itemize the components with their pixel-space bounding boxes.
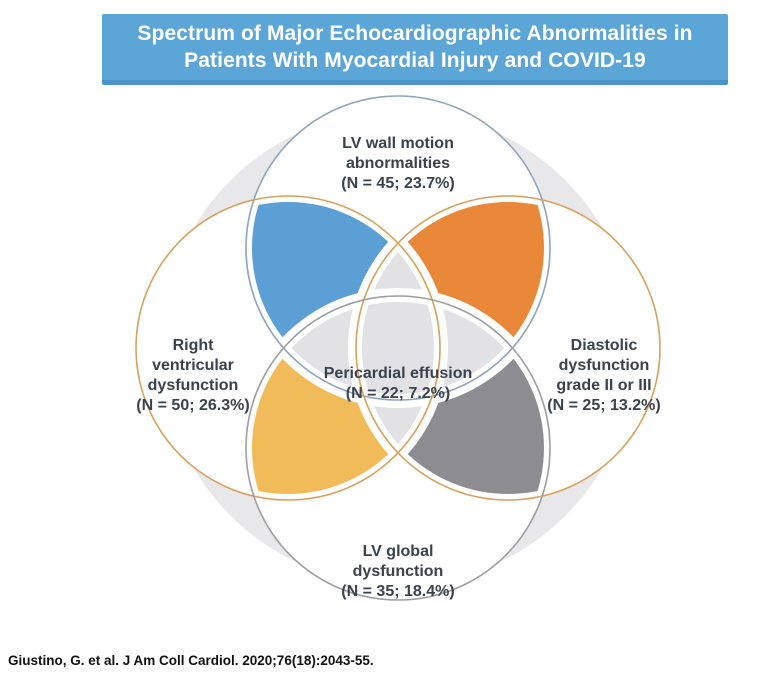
title-line-1: Spectrum of Major Echocardiographic Abno… xyxy=(137,22,693,45)
right-label-line: grade II or III xyxy=(556,377,651,394)
center-overlap-label: Pericardial effusion (N = 22; 7.2%) xyxy=(324,365,473,402)
left-label-line: Right xyxy=(173,337,215,354)
right-label-line: dysfunction xyxy=(559,357,650,374)
bottom-label-line: LV global xyxy=(363,543,434,560)
right-label-line: Diastolic xyxy=(571,337,638,354)
top-circle-label: LV wall motion abnormalities (N = 45; 23… xyxy=(341,135,454,192)
title-line-2: Patients With Myocardial Injury and COVI… xyxy=(184,49,646,72)
left-label-line: (N = 50; 26.3%) xyxy=(136,397,249,414)
top-label-line: LV wall motion xyxy=(342,135,454,152)
left-label-line: ventricular xyxy=(152,357,234,374)
left-circle-label: Right ventricular dysfunction (N = 50; 2… xyxy=(136,337,249,414)
bottom-label-line: dysfunction xyxy=(353,563,444,580)
left-label-line: dysfunction xyxy=(148,377,239,394)
right-label-line: (N = 25; 13.2%) xyxy=(547,397,660,414)
bottom-circle-label: LV global dysfunction (N = 35; 18.4%) xyxy=(341,543,454,600)
citation: Giustino, G. et al. J Am Coll Cardiol. 2… xyxy=(8,653,374,668)
bottom-label-line: (N = 35; 18.4%) xyxy=(341,583,454,600)
top-label-line: abnormalities xyxy=(346,155,450,172)
title-banner: Spectrum of Major Echocardiographic Abno… xyxy=(102,14,728,85)
top-label-line: (N = 45; 23.7%) xyxy=(341,175,454,192)
right-circle-label: Diastolic dysfunction grade II or III (N… xyxy=(547,337,660,414)
center-label-line: (N = 22; 7.2%) xyxy=(346,385,450,402)
center-label-line: Pericardial effusion xyxy=(324,365,473,382)
